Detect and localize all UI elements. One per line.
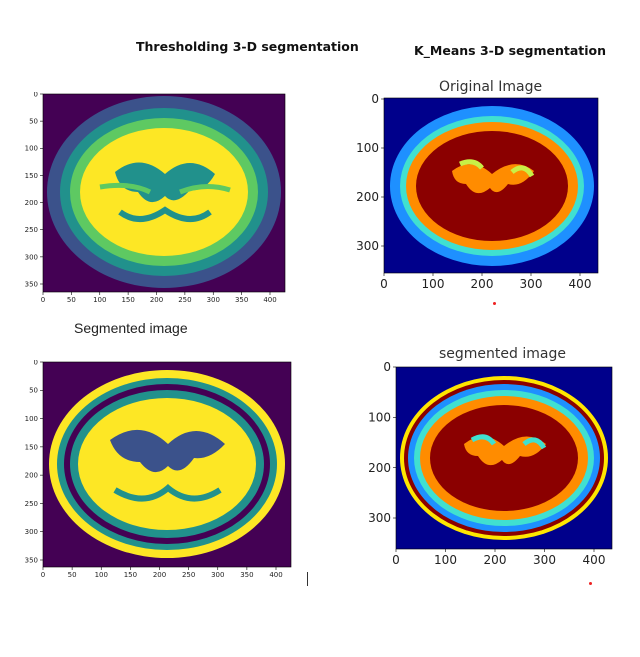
ventricle-left — [459, 159, 484, 170]
y-tick-label: 50 — [29, 118, 38, 126]
sulcus-lower — [113, 484, 222, 502]
x-tick-label: 350 — [235, 296, 248, 304]
y-tick-label: 0 — [34, 92, 38, 98]
y-tick-label: 100 — [368, 411, 391, 425]
x-tick-label: 150 — [121, 296, 134, 304]
y-tick-label: 200 — [356, 190, 379, 204]
x-tick-label: 300 — [520, 277, 543, 291]
x-tick-label: 300 — [207, 296, 220, 304]
x-tick-label: 100 — [434, 553, 457, 567]
x-tick-label: 300 — [533, 553, 556, 567]
y-tick-label: 150 — [25, 172, 38, 180]
x-tick-label: 250 — [182, 571, 195, 579]
x-tick-label: 400 — [263, 296, 276, 304]
x-tick-label: 0 — [392, 553, 400, 567]
x-tick-label: 0 — [41, 296, 45, 304]
heading-kmeans: K_Means 3-D segmentation — [414, 43, 607, 58]
y-tick-label: 0 — [371, 92, 379, 106]
x-tick-label: 0 — [380, 277, 388, 291]
kmeans-segmented-plot: 0 100 200 300 400 0 100 200 300 — [368, 360, 613, 567]
red-dot-artifact — [589, 582, 592, 585]
threshold-segmented-panel: 0 50 100 150 200 250 300 350 400 0 50 100 150 200 250… — [20, 360, 295, 582]
x-tick-label: 200 — [471, 277, 494, 291]
sulcus-left — [99, 182, 152, 195]
y-tick-label: 50 — [29, 387, 38, 395]
x-tick-label: 400 — [569, 277, 592, 291]
red-dot-artifact — [493, 302, 496, 305]
kmeans-segmented-panel: segmented image 0 100 200 300 400 0 100 200 300 — [352, 344, 622, 576]
ventricle-left — [470, 434, 497, 446]
y-tick-label: 0 — [383, 360, 391, 374]
y-tick-label: 300 — [25, 253, 38, 261]
y-tick-label: 150 — [25, 443, 38, 451]
y-tick-label: 100 — [356, 141, 379, 155]
sulcus-lower — [118, 206, 212, 222]
y-tick-label: 250 — [25, 226, 38, 234]
x-tick-label: 50 — [67, 296, 76, 304]
y-tick-label: 300 — [368, 511, 391, 525]
x-tick-label: 100 — [422, 277, 445, 291]
ventricle-right — [510, 165, 535, 178]
x-tick-label: 200 — [153, 571, 166, 579]
y-tick-label: 0 — [34, 360, 38, 366]
threshold-original-panel: 0 50 100 150 200 250 300 350 400 0 50 100 150 200 250… — [20, 92, 295, 312]
y-tick-label: 200 — [25, 472, 38, 480]
x-tick-label: 100 — [95, 571, 108, 579]
x-tick-label: 300 — [211, 571, 224, 579]
x-tick-label: 100 — [93, 296, 106, 304]
x-tick-label: 200 — [484, 553, 507, 567]
sulcus-right — [179, 184, 231, 195]
y-tick-label: 200 — [25, 199, 38, 207]
x-tick-label: 0 — [41, 571, 45, 579]
y-tick-label: 300 — [356, 239, 379, 253]
y-tick-label: 250 — [25, 500, 38, 508]
y-tick-label: 350 — [25, 556, 38, 564]
kmeans-original-plot: 0 100 200 300 400 0 100 200 300 — [356, 92, 599, 291]
x-tick-label: 400 — [269, 571, 282, 579]
x-tick-label: 50 — [68, 571, 77, 579]
kmeans-original-title: Original Image — [439, 79, 543, 95]
heading-thresholding: Thresholding 3-D segmentation — [136, 39, 359, 54]
text-cursor-artifact — [307, 572, 308, 586]
ventricle-region — [110, 429, 225, 473]
x-tick-label: 400 — [583, 553, 606, 567]
kmeans-original-panel: Original Image 0 100 200 300 400 0 100 200 300 — [352, 76, 614, 306]
x-tick-label: 200 — [150, 296, 163, 304]
y-tick-label: 300 — [25, 528, 38, 536]
y-tick-label: 350 — [25, 280, 38, 288]
x-tick-label: 350 — [240, 571, 253, 579]
x-tick-label: 150 — [124, 571, 137, 579]
x-tick-label: 250 — [178, 296, 191, 304]
ventricle-region — [115, 162, 215, 203]
y-tick-label: 100 — [25, 145, 38, 153]
ventricle-right — [522, 437, 547, 450]
threshold-segmented-plot: 0 50 100 150 200 250 300 350 400 0 50 100 150 200 250… — [25, 360, 292, 579]
y-tick-label: 100 — [25, 415, 38, 423]
y-tick-label: 200 — [368, 461, 391, 475]
caption-segmented-image: Segmented image — [74, 320, 188, 336]
kmeans-segmented-title: segmented image — [439, 346, 566, 362]
threshold-original-plot: 0 50 100 150 200 250 300 350 400 0 50 100 150 200 250… — [25, 92, 286, 304]
